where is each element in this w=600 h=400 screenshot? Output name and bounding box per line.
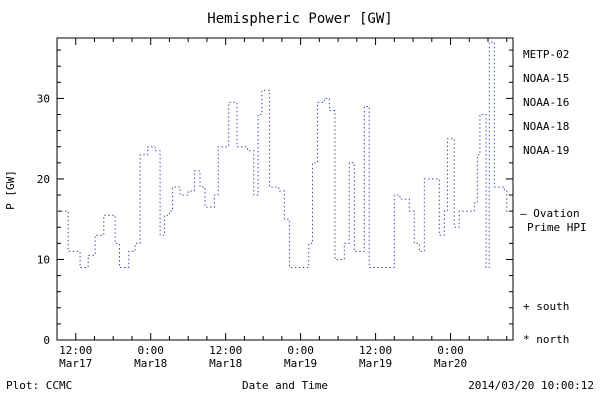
x-tick-time-label: 0:00 [287,344,314,357]
y-tick-label: 20 [37,173,50,186]
y-tick-label: 0 [43,334,50,347]
legend-noaa18: NOAA-18 [523,120,569,133]
legend-noaa16: NOAA-16 [523,96,569,109]
x-tick-date-label: Mar18 [134,357,167,370]
x-tick-date-label: Mar19 [359,357,392,370]
chart-title: Hemispheric Power [GW] [207,11,392,27]
x-tick-date-label: Mar17 [59,357,92,370]
x-tick-time-label: 12:00 [209,344,242,357]
x-tick-date-label: Mar20 [434,357,467,370]
y-tick-label: 30 [37,92,50,105]
legend-north-marker: * north [523,333,569,346]
y-tick-label: 10 [37,253,50,266]
footer-timestamp: 2014/03/20 10:00:12 [468,379,594,392]
y-axis-label: P [GW] [4,170,17,210]
x-tick-date-label: Mar18 [209,357,242,370]
legend-south-marker: + south [523,300,569,313]
legend-ovation-line2: Prime HPI [527,221,587,234]
x-tick-date-label: Mar19 [284,357,317,370]
legend-noaa15: NOAA-15 [523,72,569,85]
legend-metp02: METP-02 [523,48,569,61]
plot-area: 010203012:00Mar170:00Mar1812:00Mar180:00… [37,37,514,370]
x-tick-time-label: 0:00 [437,344,464,357]
x-tick-time-label: 0:00 [137,344,164,357]
footer-plot-credit: Plot: CCMC [6,379,72,392]
x-axis-label: Date and Time [242,379,328,392]
plot-frame [56,37,514,341]
legend-noaa19: NOAA-19 [523,144,569,157]
x-tick-time-label: 12:00 [359,344,392,357]
legend-ovation-line1: — Ovation [520,207,580,220]
x-tick-time-label: 12:00 [59,344,92,357]
hpi-step-line [57,41,511,268]
